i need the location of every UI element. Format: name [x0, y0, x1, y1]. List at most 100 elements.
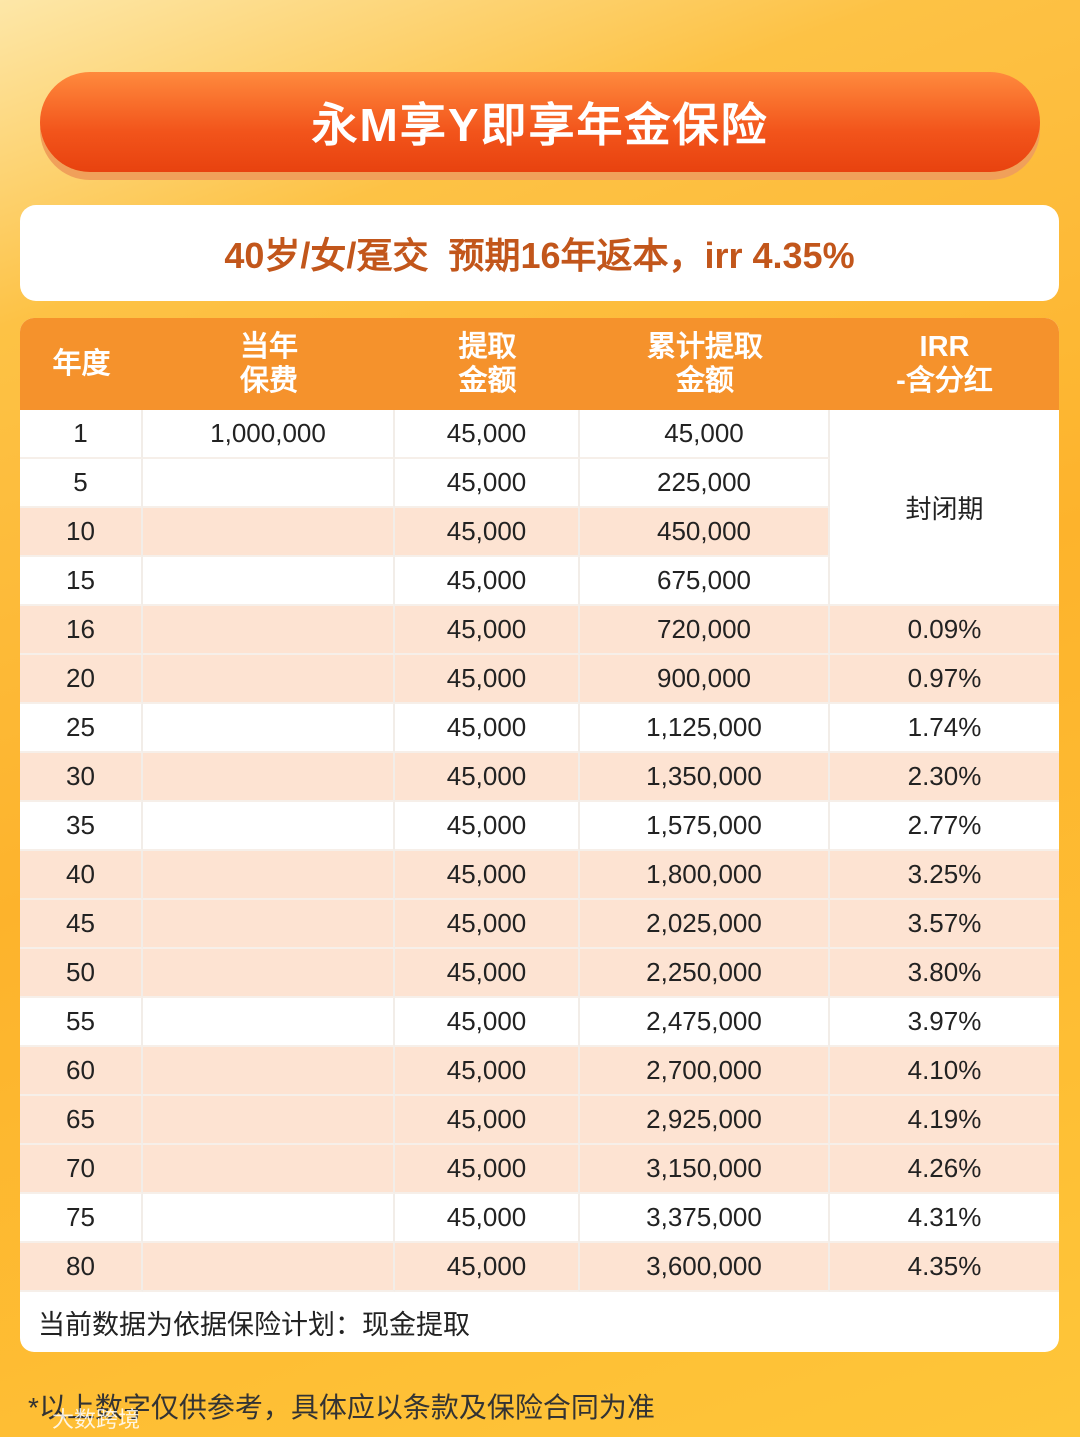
header-line: 当年 — [239, 331, 298, 363]
table-cell — [143, 508, 395, 557]
table-cell: 2.30% — [830, 753, 1059, 802]
table-cell: 45,000 — [395, 851, 580, 900]
table-cell: 80 — [20, 1243, 143, 1292]
table-cell: 45,000 — [395, 655, 580, 704]
table-cell — [143, 655, 395, 704]
header-cell: 提取 金额 — [395, 318, 580, 410]
table-cell: 45,000 — [395, 508, 580, 557]
header-line: 累计提取 — [646, 331, 763, 363]
table-cell: 1,350,000 — [580, 753, 830, 802]
header-cell: 累计提取 金额 — [580, 318, 830, 410]
table-cell: 45,000 — [580, 410, 830, 459]
header-line: 提取 — [458, 331, 517, 363]
table-cell: 45,000 — [395, 1194, 580, 1243]
table-cell: 45,000 — [395, 949, 580, 998]
table-cell: 45,000 — [395, 998, 580, 1047]
table-cell: 45,000 — [395, 1145, 580, 1194]
table-cell: 1,575,000 — [580, 802, 830, 851]
watermark: 大数跨境 — [52, 1407, 141, 1432]
table-cell: 900,000 — [580, 655, 830, 704]
header-line: IRR — [919, 331, 970, 363]
subtitle: 40岁/女/趸交 预期16年返本，irr 4.35% — [20, 205, 1059, 301]
table-cell: 1,800,000 — [580, 851, 830, 900]
header-line: 金额 — [675, 365, 734, 397]
header-cell: IRR -含分红 — [830, 318, 1059, 410]
table-cell: 2,250,000 — [580, 949, 830, 998]
table: 年度 当年 保费 提取 金额 累计提取 金额 IRR -含分红 1 1,000,000 45,000 4… — [20, 318, 1059, 1352]
footer: *以上数字仅供参考，具体应以条款及保险合同为准 — [28, 1392, 655, 1423]
merged-cell: 封闭期 — [830, 410, 1059, 606]
table-cell: 0.97% — [830, 655, 1059, 704]
table-cell — [143, 1096, 395, 1145]
table-cell: 50 — [20, 949, 143, 998]
table-cell: 35 — [20, 802, 143, 851]
table-cell: 45 — [20, 900, 143, 949]
table-cell: 450,000 — [580, 508, 830, 557]
table-cell: 10 — [20, 508, 143, 557]
table-cell: 45,000 — [395, 606, 580, 655]
table-cell: 16 — [20, 606, 143, 655]
table-cell: 70 — [20, 1145, 143, 1194]
title-banner: 永M享Y即享年金保险 — [40, 72, 1040, 172]
table-cell — [143, 998, 395, 1047]
table-cell — [143, 1194, 395, 1243]
table-cell: 2.77% — [830, 802, 1059, 851]
table-cell: 45,000 — [395, 704, 580, 753]
header-line: 金额 — [458, 365, 517, 397]
table-cell: 1 — [20, 410, 143, 459]
table-cell: 3.80% — [830, 949, 1059, 998]
table-cell: 2,925,000 — [580, 1096, 830, 1145]
table-cell: 2,025,000 — [580, 900, 830, 949]
table-cell: 0.09% — [830, 606, 1059, 655]
table-cell — [143, 459, 395, 508]
header-cell: 当年 保费 — [143, 318, 395, 410]
header-cell: 年度 — [20, 318, 143, 410]
table-cell: 2,700,000 — [580, 1047, 830, 1096]
table-cell: 25 — [20, 704, 143, 753]
table-cell: 45,000 — [395, 1096, 580, 1145]
table-cell: 4.35% — [830, 1243, 1059, 1292]
table-cell — [143, 1243, 395, 1292]
table-cell: 45,000 — [395, 410, 580, 459]
table-cell: 1.74% — [830, 704, 1059, 753]
table-cell — [143, 753, 395, 802]
table-cell: 45,000 — [395, 1243, 580, 1292]
table-cell: 55 — [20, 998, 143, 1047]
table-cell — [143, 606, 395, 655]
table-cell: 45,000 — [395, 802, 580, 851]
table-cell: 45,000 — [395, 557, 580, 606]
table-cell: 3,150,000 — [580, 1145, 830, 1194]
table-cell: 3.57% — [830, 900, 1059, 949]
table-cell: 1,000,000 — [143, 410, 395, 459]
header-line: -含分红 — [896, 365, 993, 397]
table-cell — [143, 949, 395, 998]
table-cell: 75 — [20, 1194, 143, 1243]
table-cell — [143, 900, 395, 949]
table-cell: 45,000 — [395, 1047, 580, 1096]
table-cell — [143, 1145, 395, 1194]
table-cell: 225,000 — [580, 459, 830, 508]
table-cell: 4.31% — [830, 1194, 1059, 1243]
table-cell: 4.19% — [830, 1096, 1059, 1145]
header-line: 年度 — [52, 348, 111, 380]
header-line: 保费 — [239, 365, 298, 397]
table-cell: 15 — [20, 557, 143, 606]
table-cell: 45,000 — [395, 459, 580, 508]
table-cell: 4.10% — [830, 1047, 1059, 1096]
table-cell — [143, 802, 395, 851]
table-cell: 4.26% — [830, 1145, 1059, 1194]
table-cell: 45,000 — [395, 753, 580, 802]
table-cell: 30 — [20, 753, 143, 802]
table-cell: 20 — [20, 655, 143, 704]
table-cell — [143, 851, 395, 900]
table-cell: 45,000 — [395, 900, 580, 949]
table-cell — [143, 1047, 395, 1096]
table-cell — [143, 557, 395, 606]
table-cell: 2,475,000 — [580, 998, 830, 1047]
table-note: 当前数据为依据保险计划：现金提取 — [38, 1309, 470, 1340]
table-cell: 675,000 — [580, 557, 830, 606]
table-cell — [143, 704, 395, 753]
table-cell: 65 — [20, 1096, 143, 1145]
table-cell: 3,375,000 — [580, 1194, 830, 1243]
